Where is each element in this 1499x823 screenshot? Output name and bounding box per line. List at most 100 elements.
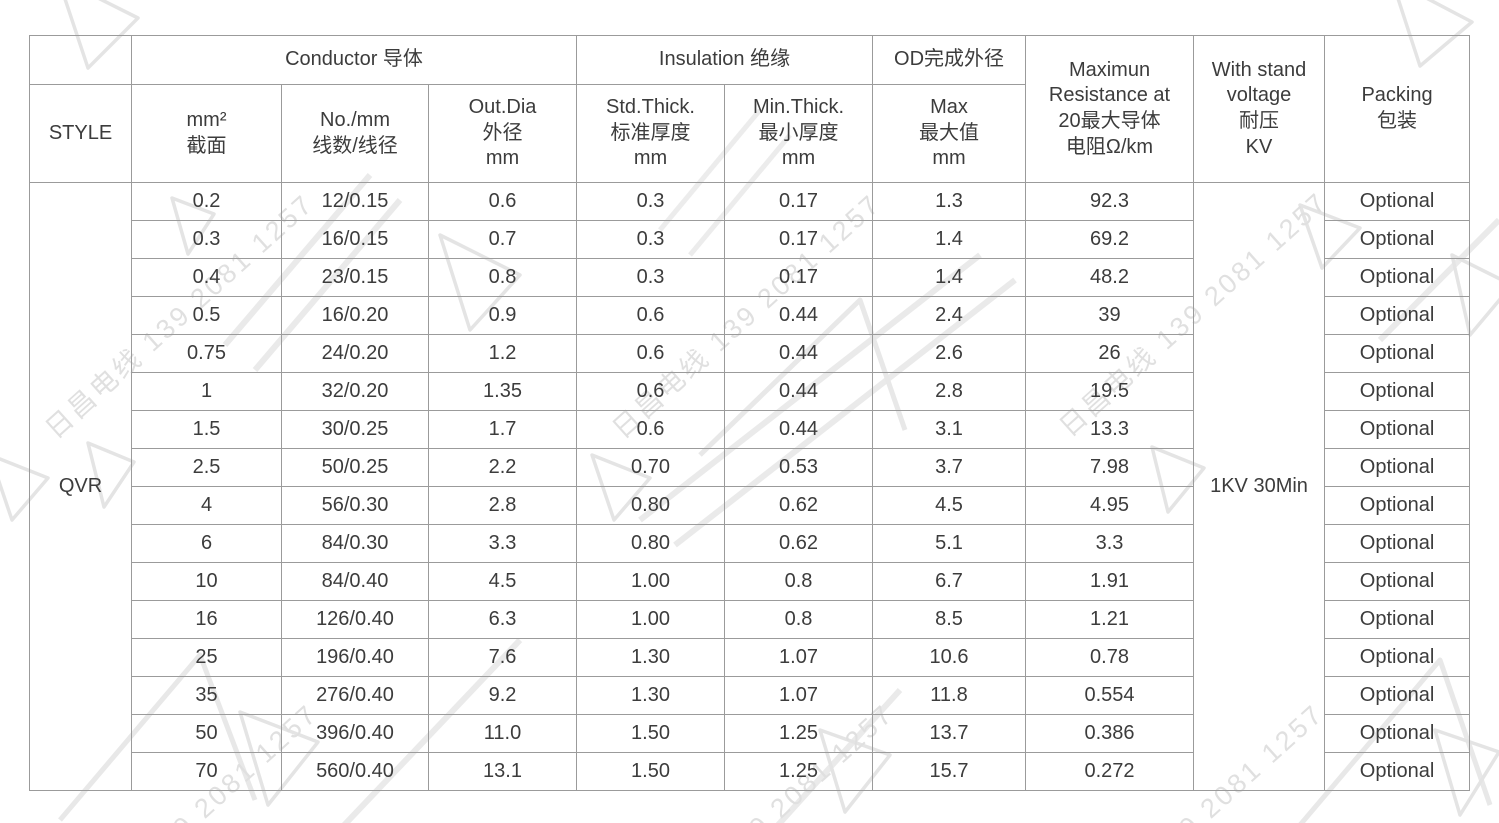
column-header-min-thick: Min.Thick. 最小厚度 mm <box>723 84 874 183</box>
data-cell: 16/0.15 <box>281 220 429 259</box>
packing-cell: Optional <box>1324 486 1471 525</box>
data-cell: 13.7 <box>872 714 1027 753</box>
data-cell: 7.98 <box>1025 448 1195 487</box>
data-cell: 6.7 <box>872 562 1027 601</box>
table-row: 10 84/0.40 4.5 1.00 0.8 6.7 1.91 Optional <box>30 562 1471 601</box>
column-header-strands: No./mm 线数/线径 <box>281 84 429 183</box>
data-cell: 84/0.30 <box>281 524 429 563</box>
data-cell: 0.44 <box>723 410 874 449</box>
voltage-value-cell: 1KV 30Min <box>1193 182 1326 791</box>
data-cell: 12/0.15 <box>281 182 429 221</box>
data-cell: 1.50 <box>576 714 725 753</box>
data-cell: 3.3 <box>1025 524 1195 563</box>
header-row-columns: STYLE mm² 截面 No./mm 线数/线径 Out.Dia 外径 mm … <box>29 84 1470 183</box>
data-cell: 0.53 <box>723 448 874 487</box>
data-cell: 24/0.20 <box>281 334 429 373</box>
data-cell: 0.3 <box>576 182 725 221</box>
data-cell: 1.30 <box>576 638 725 677</box>
data-cell: 16 <box>131 600 282 639</box>
packing-cell: Optional <box>1324 258 1471 297</box>
data-cell: 1.50 <box>576 752 725 791</box>
data-cell: 196/0.40 <box>281 638 429 677</box>
data-cell: 2.8 <box>872 372 1027 411</box>
data-cell: 15.7 <box>872 752 1027 791</box>
packing-cell: Optional <box>1324 334 1471 373</box>
data-cell: 70 <box>131 752 282 791</box>
data-cell: 0.2 <box>131 182 282 221</box>
data-cell: 4.5 <box>872 486 1027 525</box>
data-cell: 0.44 <box>723 296 874 335</box>
data-cell: 32/0.20 <box>281 372 429 411</box>
data-cell: 2.5 <box>131 448 282 487</box>
wire-spec-table: Conductor 导体 Insulation 绝缘 OD完成外径 Maximu… <box>29 35 1471 791</box>
data-cell: 11.0 <box>428 714 577 753</box>
data-cell: 35 <box>131 676 282 715</box>
data-cell: 126/0.40 <box>281 600 429 639</box>
data-cell: 0.5 <box>131 296 282 335</box>
data-cell: 8.5 <box>872 600 1027 639</box>
data-cell: 50 <box>131 714 282 753</box>
packing-cell: Optional <box>1324 600 1471 639</box>
packing-cell: Optional <box>1324 676 1471 715</box>
data-cell: 0.6 <box>576 334 725 373</box>
data-cell: 25 <box>131 638 282 677</box>
group-header-od: OD完成外径 <box>872 35 1027 85</box>
packing-cell: Optional <box>1324 220 1471 259</box>
header-empty-cell <box>29 35 132 85</box>
packing-cell: Optional <box>1324 714 1471 753</box>
data-cell: 0.17 <box>723 258 874 297</box>
data-cell: 16/0.20 <box>281 296 429 335</box>
data-cell: 1.2 <box>428 334 577 373</box>
data-cell: 560/0.40 <box>281 752 429 791</box>
data-cell: 9.2 <box>428 676 577 715</box>
data-cell: 0.75 <box>131 334 282 373</box>
data-cell: 3.7 <box>872 448 1027 487</box>
column-header-mm2: mm² 截面 <box>131 84 282 183</box>
packing-cell: Optional <box>1324 448 1471 487</box>
data-cell: 13.3 <box>1025 410 1195 449</box>
data-cell: 0.9 <box>428 296 577 335</box>
data-cell: 0.62 <box>723 486 874 525</box>
data-cell: 69.2 <box>1025 220 1195 259</box>
data-cell: 1.07 <box>723 676 874 715</box>
data-cell: 0.272 <box>1025 752 1195 791</box>
data-cell: 0.70 <box>576 448 725 487</box>
data-cell: 1.4 <box>872 220 1027 259</box>
data-cell: 0.3 <box>576 220 725 259</box>
data-cell: 0.8 <box>723 600 874 639</box>
data-cell: 0.62 <box>723 524 874 563</box>
data-cell: 19.5 <box>1025 372 1195 411</box>
data-cell: 0.6 <box>576 296 725 335</box>
data-cell: 396/0.40 <box>281 714 429 753</box>
data-cell: 6 <box>131 524 282 563</box>
data-cell: 0.80 <box>576 524 725 563</box>
data-cell: 30/0.25 <box>281 410 429 449</box>
data-cell: 2.2 <box>428 448 577 487</box>
data-cell: 50/0.25 <box>281 448 429 487</box>
data-cell: 1.21 <box>1025 600 1195 639</box>
data-cell: 92.3 <box>1025 182 1195 221</box>
data-cell: 0.6 <box>576 410 725 449</box>
packing-cell: Optional <box>1324 524 1471 563</box>
column-header-std-thick: Std.Thick. 标准厚度 mm <box>576 84 725 183</box>
data-cell: 26 <box>1025 334 1195 373</box>
data-cell: 0.3 <box>131 220 282 259</box>
data-cell: 56/0.30 <box>281 486 429 525</box>
data-cell: 13.1 <box>428 752 577 791</box>
data-cell: 4 <box>131 486 282 525</box>
data-cell: 0.6 <box>428 182 577 221</box>
packing-cell: Optional <box>1324 372 1471 411</box>
data-cell: 0.3 <box>576 258 725 297</box>
data-cell: 2.4 <box>872 296 1027 335</box>
data-cell: 6.3 <box>428 600 577 639</box>
packing-cell: Optional <box>1324 410 1471 449</box>
data-cell: 10 <box>131 562 282 601</box>
table-header: Conductor 导体 Insulation 绝缘 OD完成外径 Maximu… <box>29 35 1471 183</box>
data-cell: 3.3 <box>428 524 577 563</box>
data-cell: 0.78 <box>1025 638 1195 677</box>
data-cell: 39 <box>1025 296 1195 335</box>
data-cell: 23/0.15 <box>281 258 429 297</box>
data-cell: 0.386 <box>1025 714 1195 753</box>
data-cell: 10.6 <box>872 638 1027 677</box>
packing-cell: Optional <box>1324 638 1471 677</box>
